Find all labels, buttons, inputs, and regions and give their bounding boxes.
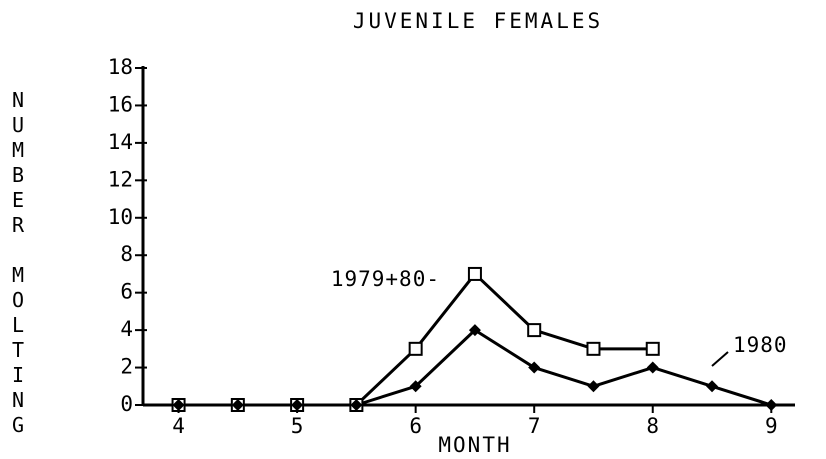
y-tick-label: 6: [120, 280, 133, 304]
x-tick-label: 6: [409, 414, 422, 438]
y-tick-label: 10: [108, 205, 133, 229]
y-tick-label: 16: [108, 92, 133, 116]
diamond-marker: [765, 399, 778, 411]
series-line: [178, 328, 772, 407]
x-tick-label: 8: [646, 414, 659, 438]
series-label: 1979+80-: [331, 267, 440, 291]
square-marker: [467, 266, 482, 281]
y-tick-label: 0: [120, 392, 133, 416]
y-tick-label: 2: [120, 355, 133, 379]
diamond-marker: [350, 399, 363, 411]
diamond-marker: [409, 380, 422, 393]
square-marker: [408, 341, 423, 356]
y-tick-label: 18: [108, 55, 133, 79]
x-tick-label: 5: [291, 414, 304, 438]
x-tick-label: 4: [172, 414, 185, 438]
y-axis-label: NUMBER MOLTING: [6, 88, 30, 438]
x-tick-label: 7: [528, 414, 541, 438]
label-leader: [711, 351, 729, 367]
diamond-marker: [646, 361, 659, 374]
y-tick-label: 14: [108, 130, 133, 154]
square-marker: [645, 341, 660, 356]
diamond-marker: [587, 380, 600, 393]
diamond-marker: [468, 324, 481, 337]
chart-title: JUVENILE FEMALES: [353, 9, 603, 33]
diamond-marker: [231, 399, 244, 411]
diamond-marker: [291, 399, 304, 411]
square-marker: [527, 323, 542, 338]
diamond-marker: [528, 361, 541, 374]
y-tick-label: 12: [108, 167, 133, 191]
square-marker: [586, 341, 601, 356]
x-axis-label: MONTH: [438, 433, 511, 457]
y-tick-label: 8: [120, 242, 133, 266]
series-label: 1980: [733, 333, 788, 357]
y-tick-label: 4: [120, 317, 133, 341]
diamond-marker: [172, 399, 185, 411]
diamond-marker: [706, 380, 719, 393]
x-tick-label: 9: [765, 414, 778, 438]
